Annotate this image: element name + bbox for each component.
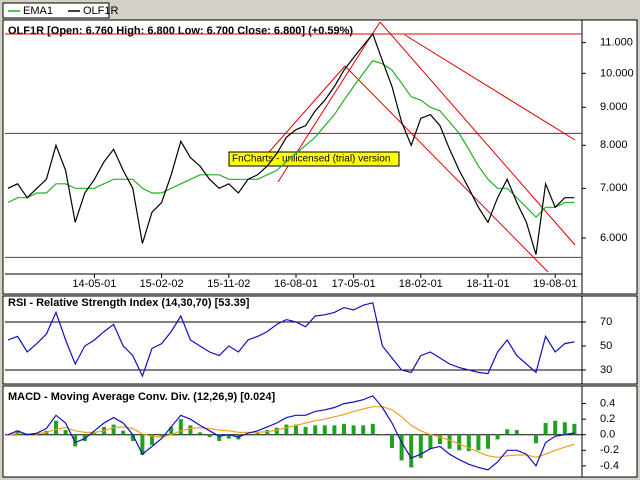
histogram-bar — [303, 426, 308, 435]
histogram-bar — [121, 430, 126, 435]
histogram-bar — [447, 434, 452, 449]
series-line — [7, 406, 575, 458]
histogram-bar — [92, 433, 97, 435]
y-tick-label: 11.000 — [600, 37, 633, 49]
x-tick-label: 17-05-01 — [332, 278, 376, 290]
histogram-bar — [217, 434, 222, 441]
histogram-bar — [438, 434, 442, 445]
rsi-title: RSI - Relative Strength Index (14,30,70)… — [8, 297, 250, 309]
y-tick-label: 10.000 — [600, 67, 634, 79]
y-tick-label: 0.2 — [600, 413, 615, 425]
rsi-panel — [2, 295, 638, 385]
y-tick-label: 0.0 — [600, 429, 615, 441]
x-tick-label: 15-02-02 — [140, 278, 184, 290]
histogram-bar — [130, 434, 135, 441]
histogram-bar — [63, 430, 68, 435]
y-tick-label: -0.4 — [600, 460, 619, 472]
price-title: OLF1R [Open: 6.760 High: 6.800 Low: 6.70… — [8, 25, 353, 37]
histogram-bar — [284, 424, 289, 435]
histogram-bar — [274, 427, 279, 435]
y-tick-label: 9.000 — [600, 101, 628, 113]
legend-box — [2, 2, 110, 19]
histogram-bar — [6, 434, 10, 436]
histogram-bar — [207, 434, 212, 438]
legend-label: EMA1 — [23, 5, 53, 17]
histogram-bar — [505, 429, 510, 435]
histogram-bar — [169, 426, 174, 435]
y-tick-label: 6.000 — [600, 232, 628, 244]
trend-line — [404, 34, 576, 141]
legend-label: OLF1R — [83, 5, 119, 17]
histogram-bar — [265, 430, 270, 435]
histogram-bar — [514, 430, 519, 435]
trend-line — [344, 65, 549, 273]
x-tick-label: 15-11-02 — [207, 278, 250, 290]
histogram-bar — [553, 420, 558, 435]
x-tick-label: 16-08-01 — [274, 278, 318, 290]
y-tick-label: 7.000 — [600, 182, 628, 194]
y-tick-label: 8.000 — [600, 139, 628, 151]
watermark: FnCharts - unlicensed (trial) version — [232, 154, 390, 165]
histogram-bar — [73, 434, 78, 447]
histogram-bar — [534, 434, 538, 444]
series-line — [7, 59, 575, 219]
histogram-bar — [399, 434, 404, 461]
histogram-bar — [15, 431, 20, 435]
histogram-bar — [54, 420, 58, 435]
macd-panel — [2, 385, 638, 478]
histogram-bar — [466, 434, 471, 452]
histogram-bar — [198, 432, 202, 435]
x-tick-label: 18-02-01 — [399, 278, 443, 290]
histogram-bar — [313, 425, 318, 435]
histogram-bar — [543, 423, 548, 435]
y-tick-label: 30 — [600, 364, 612, 376]
histogram-bar — [332, 425, 337, 435]
histogram-bar — [294, 424, 298, 435]
y-tick-label: 0.4 — [600, 397, 615, 409]
histogram-bar — [226, 434, 231, 439]
histogram-bar — [111, 424, 116, 435]
histogram-bar — [418, 434, 423, 459]
histogram-bar — [390, 434, 394, 448]
y-tick-label: -0.2 — [600, 444, 619, 456]
histogram-bar — [457, 434, 462, 451]
x-tick-label: 18-11-01 — [466, 278, 509, 290]
histogram-bar — [486, 434, 490, 449]
histogram-bar — [178, 419, 183, 435]
x-tick-label: 14-05-01 — [72, 278, 116, 290]
histogram-bar — [562, 422, 567, 435]
histogram-bar — [255, 433, 260, 435]
series-line — [7, 395, 575, 471]
histogram-bar — [380, 434, 385, 436]
histogram-bar — [370, 423, 375, 435]
series-line — [7, 302, 575, 378]
histogram-bar — [361, 425, 366, 435]
histogram-bar — [159, 434, 164, 437]
histogram-bar — [351, 425, 356, 435]
histogram-bar — [495, 434, 500, 440]
histogram-bar — [140, 434, 145, 455]
histogram-bar — [188, 425, 193, 435]
y-tick-label: 50 — [600, 340, 612, 352]
macd-title: MACD - Moving Average Conv. Div. (12,26,… — [8, 391, 275, 403]
histogram-bar — [246, 434, 250, 436]
histogram-bar — [322, 425, 327, 435]
trend-line — [261, 65, 346, 161]
histogram-bar — [476, 434, 481, 451]
histogram-bar — [150, 434, 154, 445]
histogram-bar — [409, 434, 414, 468]
histogram-bar — [428, 434, 433, 449]
series-line — [7, 32, 575, 255]
x-tick-label: 19-08-01 — [533, 278, 577, 290]
histogram-bar — [342, 423, 346, 435]
histogram-bar — [524, 433, 529, 435]
watermark-box — [228, 151, 400, 167]
histogram-bar — [572, 423, 577, 435]
y-tick-label: 70 — [600, 316, 612, 328]
